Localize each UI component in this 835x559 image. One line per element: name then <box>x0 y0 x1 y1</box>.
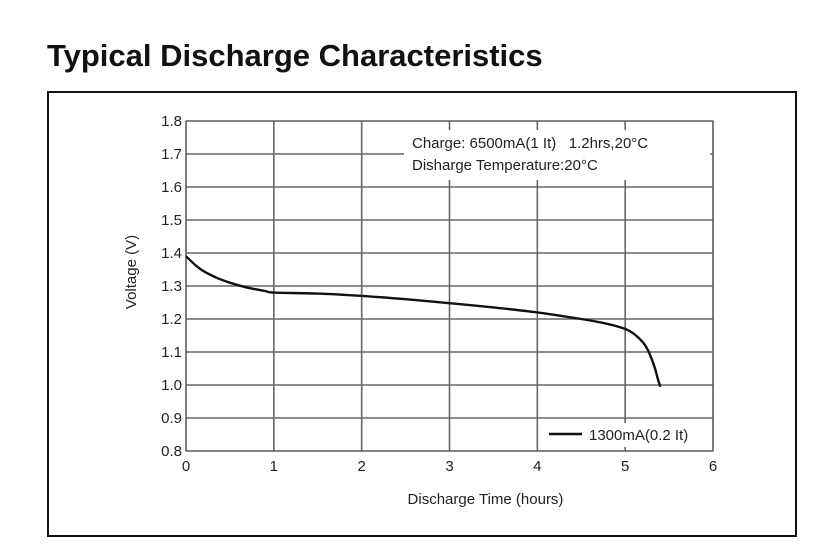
legend: 1300mA(0.2 It) <box>544 423 712 447</box>
x-tick-label: 0 <box>182 458 190 475</box>
y-tick-label: 1.1 <box>161 344 182 361</box>
y-tick-label: 1.3 <box>161 278 182 295</box>
annotations: Charge: 6500mA(1 It) 1.2hrs,20°C Disharge… <box>412 135 648 174</box>
x-tick-label: 3 <box>445 458 453 475</box>
x-tick-label: 4 <box>533 458 541 475</box>
series-lines <box>185 255 662 388</box>
legend-label: 1300mA(0.2 It) <box>589 427 688 444</box>
y-tick-label: 1.5 <box>161 212 182 229</box>
chart-frame <box>47 91 797 537</box>
y-tick-labels: 0.8 0.9 1.0 1.1 1.2 1.3 1.4 1.5 1.6 1.7 1.8 <box>161 113 182 460</box>
annotation-text: Disharge Temperature:20°C <box>412 157 598 174</box>
annotation-text: Charge: 6500mA(1 It) 1.2hrs,20°C <box>412 135 648 152</box>
x-tick-label: 6 <box>709 458 717 475</box>
x-tick-label: 5 <box>621 458 629 475</box>
x-tick-label: 1 <box>270 458 278 475</box>
page-title: Typical Discharge Characteristics <box>47 38 543 73</box>
x-tick-label: 2 <box>357 458 365 475</box>
series-line <box>185 255 662 388</box>
y-tick-label: 1.0 <box>161 377 182 394</box>
plot-border <box>185 120 714 452</box>
y-tick-label: 1.8 <box>161 113 182 130</box>
y-axis-label: Voltage (V) <box>123 235 140 309</box>
x-tick-labels: 0 1 2 3 4 5 6 <box>182 458 717 475</box>
y-tick-label: 1.4 <box>161 245 182 262</box>
y-tick-label: 0.9 <box>161 410 182 427</box>
x-axis-label: Discharge Time (hours) <box>408 491 564 508</box>
y-tick-label: 1.2 <box>161 311 182 328</box>
annotation-background <box>404 130 710 180</box>
annotation-box <box>404 130 710 180</box>
y-tick-label: 1.6 <box>161 179 182 196</box>
y-tick-label: 0.8 <box>161 443 182 460</box>
y-tick-label: 1.7 <box>161 146 182 163</box>
